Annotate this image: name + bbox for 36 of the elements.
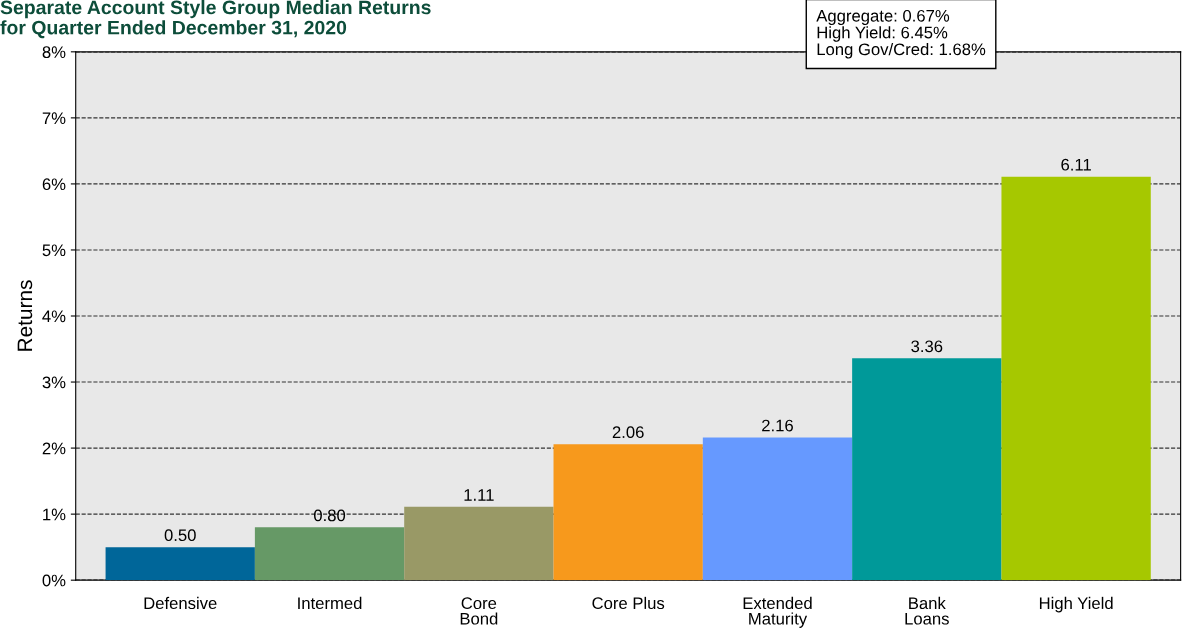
y-tick-label: 2% [42,442,66,455]
y-tick-label: 4% [42,310,66,323]
data-label: 0.80 [313,509,346,522]
data-label: 2.16 [762,419,793,432]
bar [553,444,703,581]
y-tick-label: 7% [42,112,66,125]
y-tick-label: 6% [42,178,66,191]
chart-title: Separate Account Style Group Median Returns [0,0,431,19]
y-tick-label: 3% [42,376,66,389]
bar [105,547,255,581]
y-tick-label: 0% [42,574,66,587]
bar [702,437,853,581]
bar [404,506,554,581]
x-tick-label: Intermed [298,596,362,610]
x-tick-label: Bank Loans [905,596,949,625]
bar [254,527,405,581]
bar [852,358,1002,581]
y-tick-label: 1% [43,508,66,521]
x-tick-label: Core Plus [592,596,665,610]
annotation: Long Gov/Cred: 1.68% [817,42,986,59]
y-tick-label: 5% [42,244,66,257]
x-tick-label: Core Bond [460,597,498,625]
x-tick-label: High Yield [1039,596,1113,613]
data-label: 2.06 [612,426,644,439]
data-label: 6.11 [1061,158,1091,171]
y-axis-title: Returns [17,280,33,351]
y-tick-label: 8% [42,46,66,59]
chart-subtitle: for Quarter Ended December 31, 2020 [0,20,347,39]
data-label: 1.11 [464,489,494,501]
bar [1001,176,1151,581]
data-label: 3.36 [911,340,943,353]
text: Aggregate: 0.67% [816,9,950,26]
data-label: 0.50 [164,529,196,542]
x-tick-label: Defensive [144,596,217,610]
text: High Yield: 6.45% [817,26,948,42]
x-tick-label: Extended Maturity [743,596,812,628]
